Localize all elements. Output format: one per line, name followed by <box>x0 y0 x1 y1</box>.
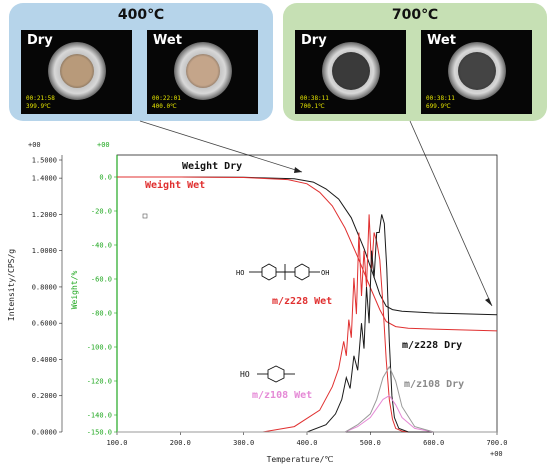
label-mz108-wet: m/z108 Wet <box>252 390 312 401</box>
yright-tick-label: -60.0 <box>91 276 112 284</box>
series-line <box>117 176 498 332</box>
yleft-tick-label: 0.6000 <box>32 320 57 328</box>
sample-disc <box>60 54 94 88</box>
oh-label: OH <box>321 269 329 277</box>
label-weight-wet: Weight Wet <box>145 179 205 191</box>
pointer-arrow-400 <box>294 167 302 173</box>
series-line <box>117 214 497 433</box>
yleft-tick-label: 0.2000 <box>32 392 57 400</box>
yright-tick-label: -120.0 <box>87 378 112 386</box>
yright-tick-label: -80.0 <box>91 310 112 318</box>
yright-tick-label: -20.0 <box>91 208 112 216</box>
photo-label-dry: Dry <box>27 33 53 48</box>
sample-disc <box>458 52 496 90</box>
yright-tick-label: -140.0 <box>87 412 112 420</box>
pointer-line-400 <box>139 120 303 173</box>
curves <box>117 176 498 433</box>
label-mz228-dry: m/z228 Dry <box>402 340 462 351</box>
photo-700-wet: Wet 00:38:11 699.9℃ <box>421 30 532 114</box>
x-tick-label: 700.0 <box>486 439 507 447</box>
panel-700c: 700℃ Dry 00:38:11 700.1℃ Wet 00:38:11 69… <box>283 3 547 121</box>
series-line <box>117 176 498 316</box>
yleft-tick-label: 0.0000 <box>32 429 57 437</box>
yleft-tick-label: 1.0000 <box>32 247 57 255</box>
panel-400c: 400℃ Dry 00:21:58 399.9℃ Wet 00:22:01 40… <box>9 3 273 121</box>
yright-tick-label: -100.0 <box>87 344 112 352</box>
pointer-arrow-700 <box>485 298 492 306</box>
photo-temp: 399.9℃ <box>26 103 51 110</box>
ho-label: HO <box>236 269 244 277</box>
photo-temp: 700.1℃ <box>300 103 325 110</box>
series-line <box>117 395 497 433</box>
photo-time: 00:22:01 <box>152 95 181 102</box>
photo-label-wet: Wet <box>427 33 456 48</box>
panel-title-400: 400℃ <box>117 7 165 23</box>
p-cresol-structure-icon <box>257 365 295 383</box>
yright-axis-label: Weight/% <box>70 271 79 310</box>
yright-tick-label: -150.0 <box>87 429 112 437</box>
photo-time: 00:38:11 <box>300 95 329 102</box>
photo-400-dry: Dry 00:21:58 399.9℃ <box>21 30 132 114</box>
photo-label-dry: Dry <box>301 33 327 48</box>
photo-400-wet: Wet 00:22:01 400.0℃ <box>147 30 258 114</box>
photo-700-dry: Dry 00:38:11 700.1℃ <box>295 30 406 114</box>
bisphenol-a-structure-icon <box>249 263 320 281</box>
yleft-tick-label: 1.4000 <box>32 175 57 183</box>
yleft-tick-label: 1.2000 <box>32 211 57 219</box>
photo-temp: 699.9℃ <box>426 103 451 110</box>
series-line <box>117 214 497 433</box>
x-tick-label: 600.0 <box>423 439 444 447</box>
photo-label-wet: Wet <box>153 33 182 48</box>
x-tick-label: 400.0 <box>296 439 317 447</box>
yright-tick-label: -40.0 <box>91 242 112 250</box>
x-tick-label: 100.0 <box>106 439 127 447</box>
x-tick-label: 300.0 <box>233 439 254 447</box>
label-mz108-dry: m/z108 Dry <box>404 379 464 390</box>
ho-label-cresol: HO <box>240 370 250 379</box>
axes: 100.0 200.0 300.0 400.0 500.0 600.0 700.0 0.000… <box>32 155 508 447</box>
x-exponent: +00 <box>490 450 503 458</box>
label-weight-dry: Weight Dry <box>182 160 242 172</box>
yleft-axis-label: Intensity/CPS/g <box>7 249 16 321</box>
sample-disc <box>332 52 370 90</box>
yleft-tick-label: 0.4000 <box>32 356 57 364</box>
marker-square <box>142 213 148 219</box>
sample-disc <box>186 54 220 88</box>
photo-time: 00:38:11 <box>426 95 455 102</box>
photo-time: 00:21:58 <box>26 95 55 102</box>
panel-title-700: 700℃ <box>391 7 439 23</box>
series-line <box>117 365 497 433</box>
x-tick-label: 200.0 <box>170 439 191 447</box>
x-axis-label: Temperature/℃ <box>267 455 334 464</box>
yleft-tick-label: 0.8000 <box>32 283 57 291</box>
yleft-tick-label: 1.5000 <box>32 157 57 165</box>
label-mz228-wet: m/z228 Wet <box>272 296 332 307</box>
yleft-exponent: +00 <box>28 141 41 149</box>
yright-tick-label: 0.0 <box>99 174 112 182</box>
photo-temp: 400.0℃ <box>152 103 177 110</box>
yright-exponent: +00 <box>97 141 110 149</box>
x-tick-label: 500.0 <box>360 439 381 447</box>
pointer-line-700 <box>409 120 493 307</box>
